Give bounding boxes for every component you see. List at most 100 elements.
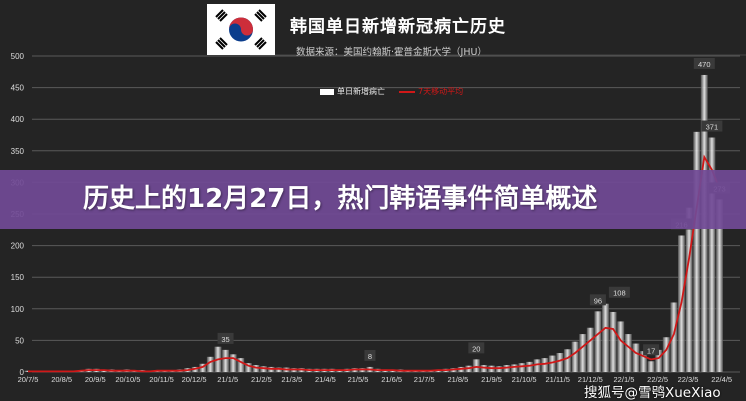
data-label-box	[643, 344, 660, 356]
x-tick-label: 22/2/5	[647, 375, 668, 384]
chart-subtitle: 数据来源：美国约翰斯·霍普金斯大学（JHU）	[296, 47, 487, 58]
data-label: 20	[472, 344, 480, 353]
x-tick-label: 20/12/5	[182, 375, 207, 384]
watermark: 搜狐号@雪鸮XueXiao	[584, 385, 721, 401]
bar	[206, 356, 214, 372]
data-label: 96	[594, 296, 602, 305]
bar	[237, 358, 245, 372]
data-label-box	[701, 120, 723, 132]
legend-item-daily[interactable]: 单日新增病亡	[320, 86, 385, 97]
bar	[199, 363, 207, 372]
bar	[503, 365, 511, 372]
data-label: 8	[368, 352, 372, 361]
y-tick-label: 150	[11, 273, 25, 282]
moving-average-line	[28, 154, 721, 373]
x-tick-label: 22/4/5	[711, 375, 732, 384]
bar	[275, 367, 283, 372]
y-tick-label: 50	[15, 336, 24, 345]
bar	[526, 361, 534, 372]
bar	[662, 337, 670, 372]
data-label-box	[608, 286, 630, 298]
bar	[260, 366, 268, 372]
y-tick-label: 350	[11, 147, 25, 156]
x-tick-label: 21/6/5	[381, 375, 402, 384]
x-tick-label: 21/3/5	[281, 375, 302, 384]
bar	[244, 363, 252, 372]
bar	[708, 137, 716, 372]
headline-banner	[0, 170, 746, 229]
x-tick-label: 20/8/5	[51, 375, 72, 384]
bar	[495, 366, 503, 372]
data-label-box	[217, 332, 234, 344]
bar	[480, 365, 488, 372]
bar	[586, 327, 594, 372]
data-label: 17	[647, 346, 655, 355]
bar	[252, 365, 260, 372]
legend-swatch-bar	[320, 88, 334, 95]
x-tick-label: 21/1/5	[217, 375, 238, 384]
x-tick-label: 21/5/5	[348, 375, 369, 384]
bar	[715, 199, 723, 372]
x-tick-label: 21/8/5	[447, 375, 468, 384]
y-tick-label: 400	[11, 115, 25, 124]
x-tick-label: 20/11/5	[149, 375, 173, 384]
bar	[594, 311, 602, 372]
bar	[541, 358, 549, 372]
x-tick-label: 21/10/5	[512, 375, 537, 384]
bar	[624, 334, 632, 372]
bar	[632, 343, 640, 372]
legend: 单日新增病亡 7天移动平均	[320, 86, 463, 97]
y-tick-label: 100	[11, 305, 25, 314]
bar	[609, 311, 617, 372]
bar	[533, 359, 541, 372]
data-label-box	[693, 57, 715, 69]
legend-item-avg[interactable]: 7天移动平均	[399, 86, 463, 97]
data-label-box	[364, 349, 376, 361]
x-tick-label: 20/10/5	[115, 375, 140, 384]
bar	[639, 351, 647, 372]
x-tick-label: 21/11/5	[546, 375, 570, 384]
y-tick-label: 450	[11, 84, 25, 93]
bar	[222, 349, 230, 372]
bar	[670, 302, 678, 372]
x-tick-label: 20/7/5	[18, 375, 39, 384]
legend-label: 单日新增病亡	[337, 87, 385, 96]
bar	[685, 207, 693, 372]
south-korea-flag-icon	[207, 4, 275, 55]
headline-text: 历史上的12月27日，热门韩语事件简单概述	[83, 184, 598, 214]
bar	[571, 341, 579, 372]
x-tick-label: 21/7/5	[414, 375, 435, 384]
bar	[472, 359, 480, 372]
data-label-box	[468, 342, 485, 354]
x-tick-label: 21/9/5	[481, 375, 502, 384]
bar	[579, 334, 587, 372]
bar	[647, 361, 655, 372]
bar	[693, 131, 701, 372]
x-tick-label: 21/4/5	[315, 375, 336, 384]
bar	[510, 364, 518, 372]
chart-title: 韩国单日新增新冠病亡历史	[290, 17, 506, 37]
data-label-box	[589, 294, 606, 306]
bar	[655, 349, 663, 372]
x-tick-label: 20/9/5	[85, 375, 106, 384]
y-tick-label: 0	[20, 368, 25, 377]
data-label: 35	[221, 335, 229, 344]
legend-label: 7天移动平均	[418, 87, 464, 96]
y-tick-label: 500	[11, 52, 25, 61]
legend-swatch-line	[399, 90, 415, 93]
x-tick-label: 22/1/5	[614, 375, 635, 384]
x-tick-label: 21/12/5	[578, 375, 603, 384]
bar	[564, 349, 572, 372]
bar	[548, 355, 556, 372]
bar	[518, 363, 526, 372]
data-label: 371	[706, 123, 719, 132]
y-tick-label: 200	[11, 242, 25, 251]
bar	[617, 321, 625, 372]
bar	[229, 354, 237, 372]
bar	[556, 353, 564, 372]
x-tick-label: 21/2/5	[251, 375, 272, 384]
bar	[602, 303, 609, 372]
data-label: 108	[613, 289, 626, 298]
data-label: 470	[698, 60, 711, 69]
x-tick-label: 22/3/5	[678, 375, 699, 384]
